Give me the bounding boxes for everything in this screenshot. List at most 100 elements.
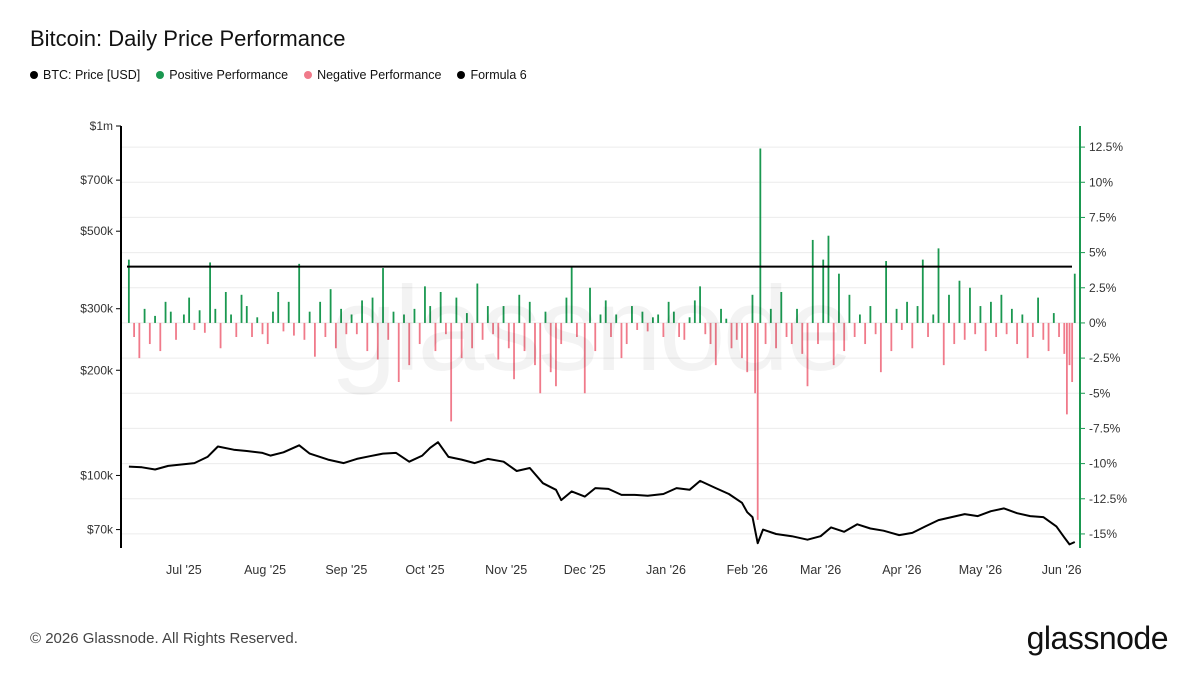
- bar-negative: [756, 322, 759, 520]
- left-tick-label: $300k: [80, 302, 114, 316]
- bar-negative: [539, 322, 542, 394]
- right-tick-label: -12.5%: [1089, 492, 1127, 506]
- bar-positive: [382, 268, 384, 323]
- bar-negative: [620, 322, 623, 359]
- bar-negative: [235, 322, 238, 337]
- legend-dot-price: [30, 71, 38, 79]
- bar-negative: [266, 322, 269, 345]
- bar-negative: [560, 322, 563, 345]
- bar-negative: [832, 322, 835, 366]
- legend-item-price[interactable]: BTC: Price [USD]: [30, 68, 140, 82]
- bar-negative: [555, 322, 557, 387]
- bar-negative: [418, 322, 421, 345]
- left-tick-label: $70k: [87, 523, 114, 537]
- legend-label-formula: Formula 6: [470, 68, 527, 82]
- legend-item-negative[interactable]: Negative Performance: [304, 68, 441, 82]
- x-tick-label: May '26: [959, 563, 1002, 577]
- bar-negative: [683, 322, 686, 340]
- bar-positive: [932, 314, 935, 323]
- bar-negative: [261, 322, 264, 335]
- bar-positive: [169, 311, 172, 323]
- bar-negative: [1071, 322, 1074, 383]
- bar-positive: [667, 301, 670, 323]
- brand-logo: glassnode: [1026, 620, 1169, 656]
- bar-positive: [570, 266, 573, 323]
- bar-positive: [948, 294, 950, 323]
- bar-positive: [1052, 313, 1055, 323]
- right-tick-label: 10%: [1089, 175, 1113, 189]
- bar-positive: [1000, 294, 1003, 323]
- bar-negative: [481, 322, 484, 340]
- bar-positive: [1021, 314, 1024, 323]
- bar-positive: [465, 313, 468, 323]
- bar-negative: [523, 322, 526, 352]
- bar-positive: [371, 297, 374, 323]
- right-tick-label: -2.5%: [1089, 351, 1121, 365]
- bar-positive: [413, 308, 416, 323]
- bar-positive: [502, 306, 505, 323]
- bar-positive: [599, 314, 602, 323]
- legend-item-formula[interactable]: Formula 6: [457, 68, 527, 82]
- bar-positive: [1037, 297, 1039, 323]
- x-tick-label: Nov '25: [485, 563, 527, 577]
- bar-negative: [387, 322, 390, 340]
- bar-negative: [953, 322, 956, 345]
- bar-negative: [1063, 322, 1066, 354]
- bar-positive: [182, 314, 185, 323]
- bar-negative: [1026, 322, 1029, 359]
- bar-negative: [900, 322, 903, 330]
- bar-positive: [518, 294, 521, 323]
- right-tick-label: 2.5%: [1089, 281, 1117, 295]
- bar-negative: [450, 322, 453, 422]
- bar-negative: [806, 322, 809, 387]
- bar-negative: [193, 322, 196, 330]
- bar-positive: [688, 317, 691, 323]
- bar-negative: [492, 322, 494, 335]
- bar-positive: [127, 259, 130, 323]
- bar-positive: [544, 311, 547, 323]
- bar-positive: [895, 308, 898, 323]
- bar-positive: [769, 308, 772, 323]
- bar-negative: [746, 322, 749, 373]
- right-tick-label: 0%: [1089, 316, 1107, 330]
- bar-negative: [1042, 322, 1045, 340]
- bar-negative: [203, 322, 206, 333]
- bar-positive: [164, 301, 167, 323]
- x-tick-label: Mar '26: [800, 563, 841, 577]
- bar-negative: [843, 322, 846, 352]
- bar-negative: [366, 322, 369, 352]
- bar-positive: [780, 291, 783, 323]
- bar-positive: [796, 308, 798, 323]
- bar-negative: [942, 322, 945, 366]
- bar-positive: [869, 306, 872, 323]
- bar-negative: [741, 322, 743, 359]
- bar-negative: [785, 322, 788, 337]
- bar-positive: [154, 315, 156, 323]
- bar-negative: [817, 322, 819, 345]
- bar-negative: [282, 322, 285, 332]
- bar-positive: [308, 311, 311, 323]
- bar-positive: [657, 314, 660, 323]
- right-tick-label: 7.5%: [1089, 210, 1117, 224]
- bar-positive: [240, 294, 243, 323]
- bar-positive: [725, 318, 728, 323]
- bar-negative: [1016, 322, 1019, 345]
- legend-item-positive[interactable]: Positive Performance: [156, 68, 288, 82]
- bar-negative: [1031, 322, 1034, 337]
- bar-positive: [361, 300, 363, 323]
- bar-negative: [1047, 322, 1050, 352]
- bar-negative: [709, 322, 712, 345]
- right-tick-label: -5%: [1089, 386, 1111, 400]
- legend: BTC: Price [USD] Positive Performance Ne…: [30, 68, 527, 82]
- bar-negative: [324, 322, 327, 337]
- bar-positive: [916, 306, 919, 323]
- bar-positive: [1073, 273, 1076, 323]
- bar-positive: [589, 287, 591, 323]
- left-tick-label: $500k: [80, 224, 114, 238]
- bar-negative: [594, 322, 597, 352]
- bar-negative: [974, 322, 977, 335]
- bar-negative: [513, 322, 515, 380]
- x-tick-label: Oct '25: [405, 563, 444, 577]
- bar-positive: [885, 261, 888, 323]
- copyright-text: © 2026 Glassnode. All Rights Reserved.: [30, 630, 298, 647]
